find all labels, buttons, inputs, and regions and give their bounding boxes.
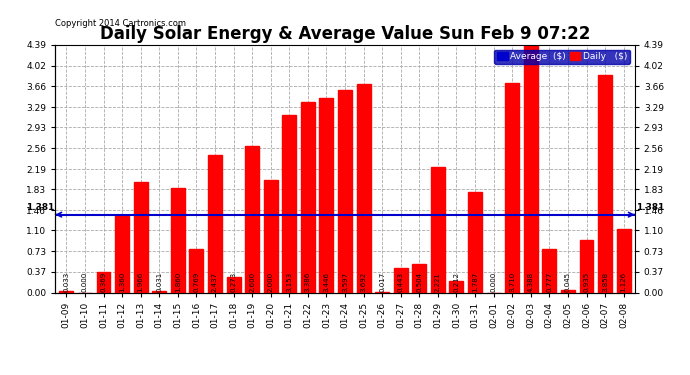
Text: 0.504: 0.504 — [416, 272, 422, 292]
Bar — [226, 277, 241, 292]
Bar — [524, 45, 538, 292]
Bar — [468, 192, 482, 292]
Bar — [282, 115, 296, 292]
Bar — [171, 188, 185, 292]
Text: 0.031: 0.031 — [156, 272, 162, 292]
Text: 0.045: 0.045 — [565, 272, 571, 292]
Text: 4.388: 4.388 — [528, 272, 534, 292]
Bar — [375, 291, 389, 292]
Text: 1.381: 1.381 — [26, 203, 55, 212]
Bar — [357, 84, 371, 292]
Bar — [301, 102, 315, 292]
Bar — [617, 229, 631, 292]
Text: 3.386: 3.386 — [305, 272, 311, 292]
Bar — [208, 155, 222, 292]
Text: 1.966: 1.966 — [137, 272, 144, 292]
Bar — [319, 98, 333, 292]
Bar — [59, 291, 73, 292]
Text: 3.692: 3.692 — [361, 272, 366, 292]
Text: 0.000: 0.000 — [491, 272, 497, 292]
Text: 2.600: 2.600 — [249, 272, 255, 292]
Bar — [134, 182, 148, 292]
Text: Copyright 2014 Cartronics.com: Copyright 2014 Cartronics.com — [55, 19, 186, 28]
Text: 3.597: 3.597 — [342, 272, 348, 292]
Text: 3.446: 3.446 — [324, 272, 329, 292]
Text: 0.017: 0.017 — [379, 272, 385, 292]
Bar — [561, 290, 575, 292]
Bar — [542, 249, 556, 292]
Bar — [115, 216, 129, 292]
Bar — [505, 83, 519, 292]
Bar — [431, 167, 445, 292]
Text: 3.153: 3.153 — [286, 272, 293, 292]
Bar — [264, 180, 277, 292]
Legend: Average  ($), Daily   ($): Average ($), Daily ($) — [494, 50, 630, 64]
Text: 2.221: 2.221 — [435, 272, 441, 292]
Bar — [598, 75, 612, 292]
Text: 0.000: 0.000 — [82, 272, 88, 292]
Text: 3.858: 3.858 — [602, 272, 608, 292]
Bar — [413, 264, 426, 292]
Text: 0.369: 0.369 — [101, 272, 106, 292]
Bar — [449, 280, 464, 292]
Text: 3.710: 3.710 — [509, 272, 515, 292]
Text: 0.935: 0.935 — [584, 272, 589, 292]
Bar — [580, 240, 593, 292]
Title: Daily Solar Energy & Average Value Sun Feb 9 07:22: Daily Solar Energy & Average Value Sun F… — [100, 26, 590, 44]
Bar — [245, 146, 259, 292]
Bar — [97, 272, 110, 292]
Text: 0.769: 0.769 — [193, 272, 199, 292]
Bar — [190, 249, 204, 292]
Text: 1.360: 1.360 — [119, 272, 125, 292]
Bar — [338, 90, 352, 292]
Text: 1.381: 1.381 — [635, 203, 664, 212]
Text: 0.033: 0.033 — [63, 272, 70, 292]
Text: 0.212: 0.212 — [453, 272, 460, 292]
Text: 1.860: 1.860 — [175, 272, 181, 292]
Text: 1.126: 1.126 — [620, 272, 627, 292]
Bar — [394, 267, 408, 292]
Text: 1.787: 1.787 — [472, 272, 478, 292]
Text: 2.437: 2.437 — [212, 272, 218, 292]
Bar — [152, 291, 166, 292]
Text: 0.777: 0.777 — [546, 272, 553, 292]
Text: 0.443: 0.443 — [397, 272, 404, 292]
Text: 2.000: 2.000 — [268, 272, 274, 292]
Text: 0.273: 0.273 — [230, 272, 237, 292]
